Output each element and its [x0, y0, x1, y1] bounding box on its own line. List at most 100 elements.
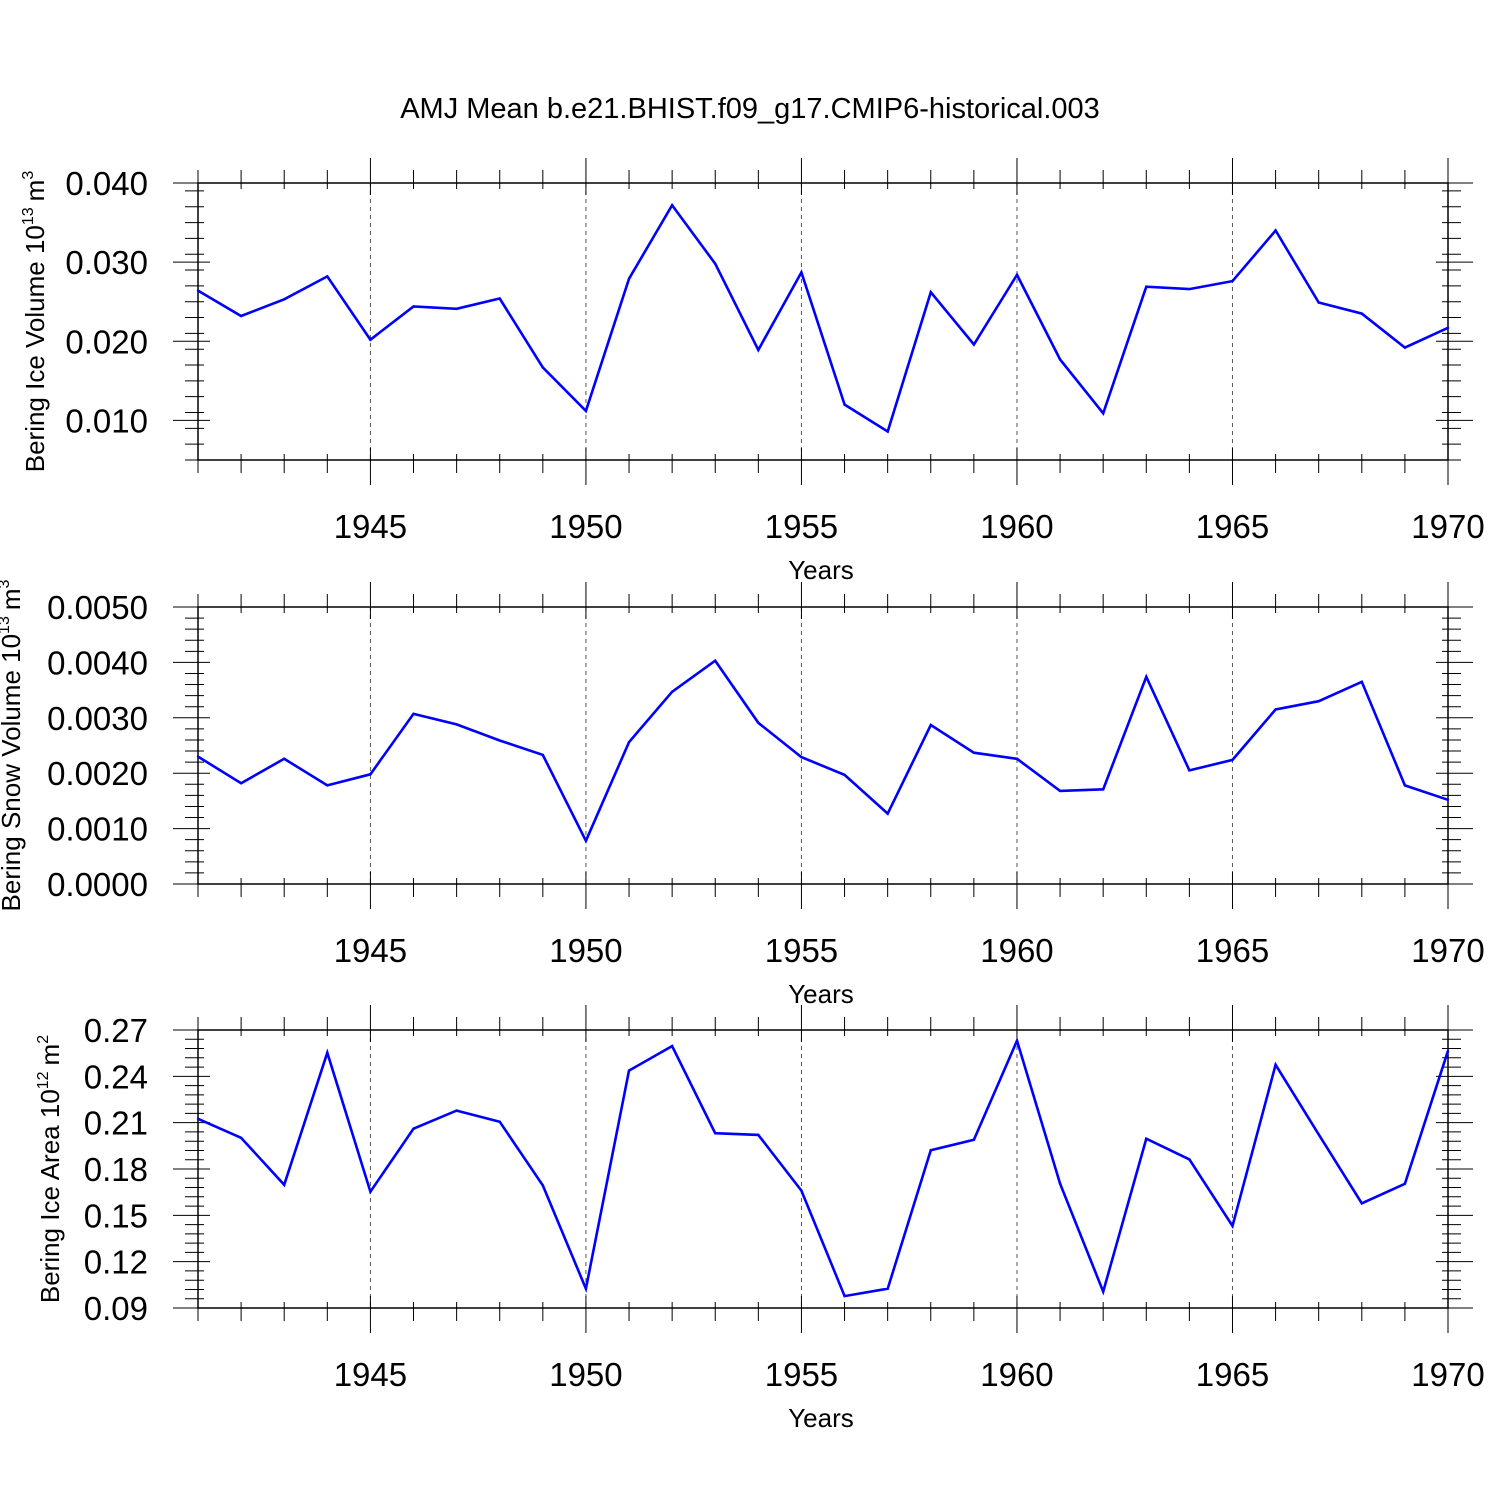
ice-area-x-tick-label: 1970: [1411, 1356, 1484, 1393]
snow-volume-data-point: [757, 721, 760, 724]
snow-volume-data-point: [1446, 798, 1450, 801]
snow-volume-data-point: [541, 753, 545, 757]
snow-volume-data-point: [1403, 784, 1407, 787]
ice-area-x-tick-label: 1965: [1196, 1356, 1269, 1393]
ice-area-series-line: [197, 1036, 1450, 1298]
ice-area-data-point: [239, 1136, 243, 1140]
ice-volume-data-point: [757, 348, 760, 352]
ice-volume-data-point: [929, 291, 932, 294]
snow-volume-x-tick-label: 1960: [980, 932, 1053, 969]
snow-volume-x-tick-label: 1945: [334, 932, 407, 969]
ice-volume-x-tick-label: 1950: [549, 508, 622, 545]
ice-volume-data-point: [1446, 326, 1450, 330]
ice-volume-data-point: [627, 277, 631, 280]
snow-volume-data-point: [972, 751, 976, 754]
ice-volume-data-point: [972, 343, 976, 346]
snow-volume-data-point: [455, 723, 458, 726]
ice-area-data-point: [326, 1051, 329, 1054]
snow-volume-y-tick-label: 0.0040: [47, 644, 148, 681]
ice-area-data-point: [1188, 1158, 1191, 1161]
snow-volume-data-point: [1274, 708, 1277, 711]
snow-volume-y-tick-label: 0.0020: [47, 755, 148, 792]
ice-area-data-point: [1446, 1049, 1450, 1053]
snow-volume-data-point: [584, 839, 588, 842]
snow-volume-data-point: [239, 781, 243, 785]
ice-area-data-point: [1058, 1182, 1062, 1185]
snow-volume-x-axis-title: Years: [788, 979, 854, 1009]
ice-volume-data-point: [455, 307, 458, 311]
ice-volume-x-tick-label: 1945: [334, 508, 407, 545]
ice-area-y-axis-title: Bering Ice Area 1012m2: [35, 1035, 65, 1303]
panel-ice-volume: 0.010 0.020 0.030 0.040 1945 1950 1955 1960 1965…: [20, 158, 1485, 585]
snow-volume-data-point: [1188, 769, 1191, 772]
snow-volume-data-point: [843, 773, 846, 777]
snow-volume-data-point: [714, 659, 717, 662]
ice-area-data-point: [1403, 1182, 1407, 1186]
ice-volume-data-point: [1145, 285, 1148, 288]
snow-volume-y-tick-label: 0.0000: [47, 866, 148, 903]
ice-volume-y-axis-title: Bering Ice Volume 1013m3: [20, 171, 50, 473]
ice-area-data-point: [498, 1120, 501, 1123]
snow-volume-data-point: [196, 755, 200, 758]
snow-volume-y-tick-label: 0.0050: [47, 589, 148, 626]
ice-area-y-tick-label: 0.18: [84, 1151, 148, 1188]
ice-area-data-point: [757, 1133, 760, 1137]
ice-volume-data-point: [1015, 273, 1019, 277]
ice-volume-y-tick-label: 0.010: [65, 402, 148, 439]
ice-volume-data-point: [498, 297, 501, 300]
ice-area-data-point: [541, 1184, 545, 1187]
snow-volume-x-tick-label: 1965: [1196, 932, 1269, 969]
snow-volume-data-point: [929, 723, 932, 727]
ice-area-data-point: [369, 1190, 372, 1193]
ice-area-y-tick-label: 0.09: [84, 1290, 148, 1327]
ice-volume-data-point: [1058, 358, 1062, 361]
panel-snow-volume: 0.0000 0.0010 0.0020 0.0030 0.0040 0.0050 1945…: [0, 579, 1485, 1009]
snow-volume-data-point: [369, 773, 372, 776]
ice-volume-x-tick-label: 1970: [1411, 508, 1484, 545]
ice-area-y-tick-label: 0.21: [84, 1105, 148, 1142]
ice-volume-y-tick-label: 0.040: [65, 165, 148, 202]
ice-volume-data-point: [1403, 346, 1407, 349]
ice-area-data-point: [455, 1109, 458, 1112]
ice-area-x-tick-label: 1955: [765, 1356, 838, 1393]
ice-volume-data-point: [412, 305, 415, 308]
ice-volume-data-point: [1188, 287, 1191, 291]
ice-area-x-axis-title: Years: [788, 1403, 854, 1433]
snow-volume-x-tick-label: 1970: [1411, 932, 1484, 969]
ice-volume-data-point: [714, 262, 717, 265]
snow-volume-y-tick-label: 0.0010: [47, 811, 148, 848]
ice-area-data-point: [196, 1117, 200, 1121]
ice-volume-data-point: [670, 203, 674, 207]
snow-volume-data-point: [627, 740, 631, 744]
ice-area-data-point: [1231, 1224, 1234, 1228]
ice-area-data-point: [1317, 1133, 1320, 1136]
ice-volume-data-point: [584, 409, 588, 413]
ice-area-data-point: [800, 1189, 803, 1192]
ice-area-x-tick-label: 1960: [980, 1356, 1053, 1393]
ice-area-data-point: [1360, 1202, 1363, 1205]
ice-area-data-point: [627, 1069, 631, 1072]
snow-volume-x-tick-label: 1955: [765, 932, 838, 969]
snow-volume-data-point: [1015, 757, 1019, 760]
ice-area-data-point: [1101, 1290, 1105, 1293]
ice-area-x-tick-label: 1945: [334, 1356, 407, 1393]
figure-title: AMJ Mean b.e21.BHIST.f09_g17.CMIP6-histo…: [400, 93, 1100, 125]
ice-area-data-point: [670, 1044, 674, 1048]
ice-volume-data-point: [1101, 412, 1105, 415]
snow-volume-data-point: [1058, 789, 1062, 793]
ice-volume-data-point: [196, 289, 200, 292]
ice-volume-data-point: [1317, 301, 1320, 304]
ice-volume-frame: [197, 182, 1449, 461]
ice-volume-data-point: [326, 275, 329, 278]
ice-volume-data-point: [283, 298, 286, 301]
ice-area-data-point: [1015, 1039, 1019, 1042]
ice-area-y-tick-label: 0.15: [84, 1197, 148, 1234]
snow-volume-data-point: [498, 739, 501, 742]
snow-volume-y-tick-label: 0.0030: [47, 700, 148, 737]
snow-volume-data-point: [412, 712, 415, 716]
ice-volume-data-point: [1274, 229, 1277, 232]
ice-area-data-point: [584, 1287, 588, 1290]
snow-volume-data-point: [1360, 680, 1363, 683]
ice-volume-data-point: [369, 338, 372, 341]
